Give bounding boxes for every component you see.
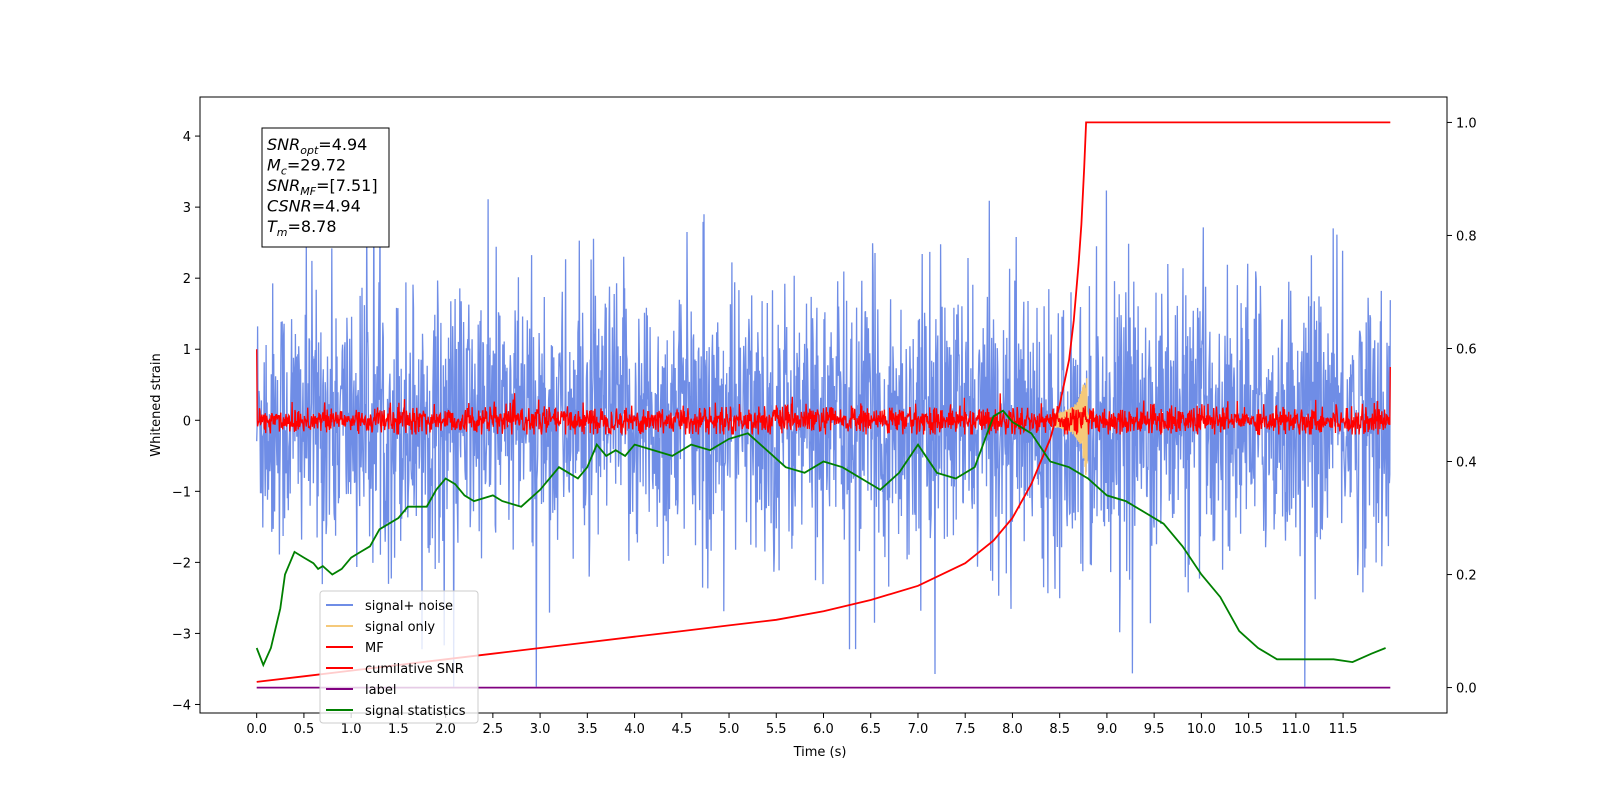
x-tick-label: 4.5 [671, 722, 692, 737]
y-axis-right: 0.0 0.2 0.4 0.6 0.8 1.0 [1447, 116, 1477, 697]
legend-frame [319, 590, 479, 724]
x-tick-label: 1.0 [341, 722, 362, 737]
legend-label: cumilative SNR [365, 662, 464, 677]
stats-line: Tm=8.78 [267, 217, 337, 239]
y-left-tick-label: −2 [172, 556, 191, 571]
legend-label: signal only [365, 620, 435, 635]
y-left-tick-label: −4 [172, 698, 191, 713]
y-left-tick-label: 1 [183, 343, 191, 358]
legend-label: signal+ noise [365, 599, 453, 614]
y-left-tick-label: 3 [183, 201, 191, 216]
x-tick-label: 8.5 [1049, 722, 1070, 737]
y-left-tick-label: −3 [172, 627, 191, 642]
legend-label: label [365, 683, 396, 698]
x-tick-label: 10.0 [1187, 722, 1216, 737]
series-signal-noise [256, 163, 1391, 687]
x-tick-label: 9.0 [1097, 722, 1118, 737]
x-axis-title: Time (s) [793, 745, 847, 760]
x-tick-label: 3.5 [577, 722, 598, 737]
y-left-tick-label: −1 [172, 485, 191, 500]
series-signal-statistics [255, 409, 1386, 668]
y-left-tick-label: 0 [183, 414, 191, 429]
x-tick-label: 10.5 [1234, 722, 1263, 737]
x-tick-label: 7.5 [955, 722, 976, 737]
y-axis-title: Whitened strain [149, 353, 164, 456]
x-tick-label: 6.5 [860, 722, 881, 737]
x-tick-label: 6.0 [813, 722, 834, 737]
y-right-tick-label: 0.8 [1456, 229, 1477, 244]
stats-line: CSNR=4.94 [267, 197, 361, 216]
x-tick-label: 11.5 [1329, 722, 1358, 737]
x-tick-label: 0.0 [246, 722, 267, 737]
y-axis-left: −4 −3 −2 −1 0 1 2 3 4 [172, 130, 200, 713]
x-tick-label: 9.5 [1144, 722, 1165, 737]
legend-label: MF [365, 641, 384, 656]
x-axis: 0.0 0.5 1.0 1.5 2.0 2.5 3.0 3.5 4.0 4.5 5.0 5.5 6.0 6… [246, 713, 1358, 737]
stats-line: SNRopt=4.94 [267, 135, 367, 157]
stats-annotation-box: SNRopt=4.94Mc=29.72SNRMF=[7.51]CSNR=4.94… [261, 127, 390, 248]
y-left-tick-label: 4 [183, 130, 191, 145]
y-right-tick-label: 0.2 [1456, 569, 1477, 584]
x-tick-label: 4.0 [624, 722, 645, 737]
x-tick-label: 11.0 [1281, 722, 1310, 737]
x-tick-label: 5.5 [766, 722, 787, 737]
series-mf [256, 349, 1391, 436]
x-tick-label: 3.0 [530, 722, 551, 737]
x-tick-label: 2.0 [435, 722, 456, 737]
x-tick-label: 7.0 [908, 722, 929, 737]
y-left-tick-label: 2 [183, 272, 191, 287]
stats-line: SNRMF=[7.51] [267, 176, 378, 198]
y-right-tick-label: 1.0 [1456, 116, 1477, 131]
legend-label: signal statistics [365, 704, 466, 719]
stats-box-frame [261, 127, 390, 248]
legend: signal+ noise signal only MF cumilative SNR… [319, 590, 479, 724]
x-tick-label: 0.5 [294, 722, 315, 737]
y-right-tick-label: 0.0 [1456, 682, 1477, 697]
y-right-tick-label: 0.4 [1456, 456, 1477, 471]
x-tick-label: 1.5 [388, 722, 409, 737]
x-tick-label: 8.0 [1002, 722, 1023, 737]
x-tick-label: 2.5 [483, 722, 504, 737]
x-tick-label: 5.0 [719, 722, 740, 737]
stats-line: Mc=29.72 [267, 156, 346, 178]
y-right-tick-label: 0.6 [1456, 342, 1477, 357]
